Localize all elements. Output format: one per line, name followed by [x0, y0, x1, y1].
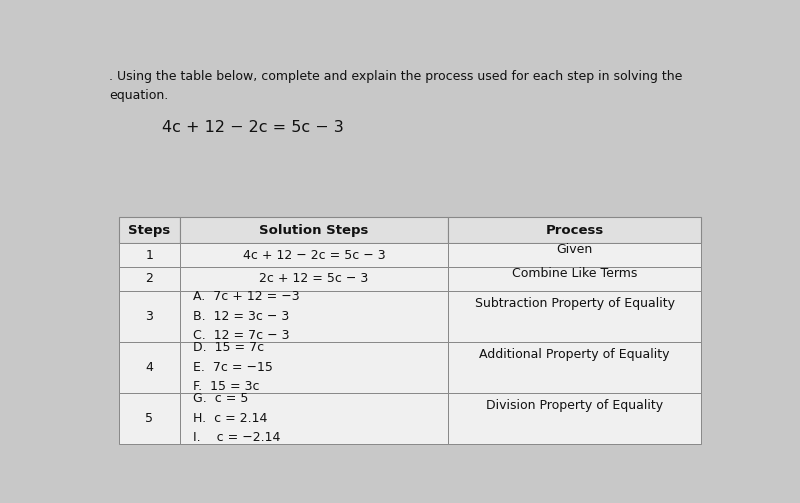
Text: 4: 4: [146, 361, 153, 374]
Text: C.  12 = 7c − 3: C. 12 = 7c − 3: [194, 329, 290, 342]
Bar: [448, 243, 702, 267]
Text: Additional Property of Equality: Additional Property of Equality: [479, 348, 670, 361]
Bar: [448, 342, 702, 393]
Text: 5: 5: [145, 412, 153, 425]
Text: F.  15 = 3c: F. 15 = 3c: [194, 380, 260, 393]
Text: D.  15 = 7c: D. 15 = 7c: [194, 342, 265, 355]
Text: E.  7c = −15: E. 7c = −15: [194, 361, 274, 374]
Bar: [118, 243, 180, 267]
Text: 3: 3: [146, 310, 153, 323]
Text: 2c + 12 = 5c − 3: 2c + 12 = 5c − 3: [259, 273, 369, 286]
Bar: [448, 267, 702, 291]
Bar: [118, 393, 180, 444]
Text: 1: 1: [146, 248, 153, 262]
Text: A.  7c + 12 = −3: A. 7c + 12 = −3: [194, 290, 300, 303]
Bar: [180, 291, 448, 342]
Text: 4c + 12 − 2c = 5c − 3: 4c + 12 − 2c = 5c − 3: [242, 248, 385, 262]
Bar: [118, 291, 180, 342]
Text: 4c + 12 − 2c = 5c − 3: 4c + 12 − 2c = 5c − 3: [162, 120, 344, 135]
Bar: [448, 291, 702, 342]
Text: Steps: Steps: [128, 224, 170, 237]
Text: Given: Given: [557, 243, 593, 256]
Bar: [180, 267, 448, 291]
Text: Combine Like Terms: Combine Like Terms: [512, 267, 638, 280]
Text: . Using the table below, complete and explain the process used for each step in : . Using the table below, complete and ex…: [110, 70, 682, 83]
Bar: [180, 393, 448, 444]
Bar: [180, 217, 448, 243]
Bar: [118, 217, 180, 243]
Bar: [118, 342, 180, 393]
Text: Subtraction Property of Equality: Subtraction Property of Equality: [474, 297, 674, 310]
Bar: [118, 267, 180, 291]
Text: H.  c = 2.14: H. c = 2.14: [194, 412, 268, 425]
Bar: [180, 243, 448, 267]
Text: G.  c = 5: G. c = 5: [194, 392, 249, 405]
Bar: [448, 217, 702, 243]
Text: I.    c = −2.14: I. c = −2.14: [194, 431, 281, 444]
Text: equation.: equation.: [110, 90, 169, 103]
Text: Process: Process: [546, 224, 604, 237]
Text: Division Property of Equality: Division Property of Equality: [486, 399, 663, 412]
Text: 2: 2: [146, 273, 153, 286]
Bar: [180, 342, 448, 393]
Text: Solution Steps: Solution Steps: [259, 224, 369, 237]
Bar: [448, 393, 702, 444]
Text: B.  12 = 3c − 3: B. 12 = 3c − 3: [194, 310, 290, 323]
